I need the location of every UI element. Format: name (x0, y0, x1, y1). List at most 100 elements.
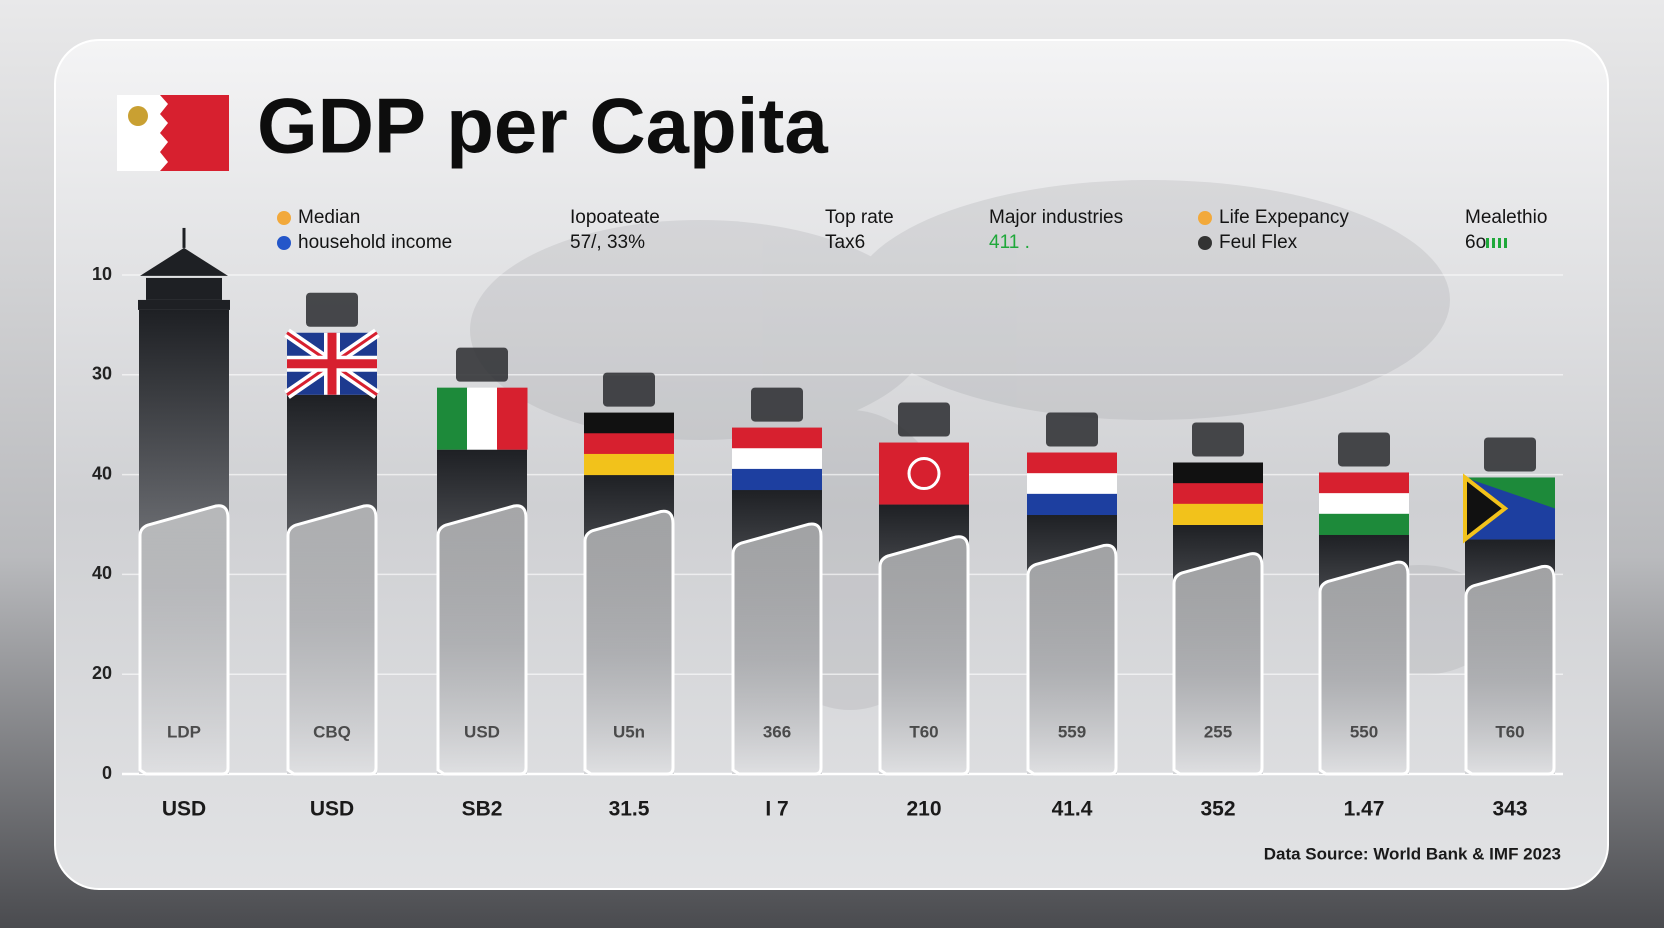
bar-glass (138, 504, 230, 776)
flag (1319, 513, 1409, 535)
bar-label: LDP (167, 722, 201, 741)
legend-text: Major industries (989, 207, 1123, 228)
bar-glass (878, 535, 970, 776)
landmark (140, 247, 228, 276)
legend-text: Tax6 (825, 232, 865, 253)
bar-label: 255 (1204, 722, 1232, 741)
x-tick-label: 352 (1200, 798, 1235, 821)
flag (1173, 462, 1263, 484)
flag (584, 453, 674, 476)
source-note: Data Source: World Bank & IMF 2023 (1264, 844, 1561, 863)
y-tick-label: 10 (92, 264, 112, 284)
flag (879, 442, 969, 505)
bar-glass (1464, 564, 1556, 776)
bar-glass (286, 504, 378, 776)
landmark (1338, 432, 1390, 467)
landmark (138, 299, 230, 310)
flag (584, 412, 674, 434)
legend-text: Life Expepancy (1219, 207, 1349, 228)
bar-glass (731, 522, 823, 776)
flag (437, 387, 468, 450)
landmark (898, 402, 950, 437)
legend-accent (1486, 238, 1489, 248)
bar-label: USD (464, 722, 500, 741)
flag (732, 448, 822, 470)
landmark (751, 387, 803, 422)
legend-dot (1198, 211, 1212, 225)
x-tick-label: 210 (906, 798, 941, 821)
bar-label: 366 (763, 722, 791, 741)
x-tick-label: USD (310, 798, 354, 821)
bar-glass (436, 504, 528, 776)
legend-text: Median (298, 207, 360, 228)
landmark (603, 372, 655, 407)
flag (732, 468, 822, 491)
x-tick-label: 31.5 (609, 798, 650, 821)
landmark (1484, 437, 1536, 472)
flag (1027, 473, 1117, 495)
bar-group: T60 343 (1463, 437, 1556, 821)
x-tick-label: SB2 (462, 798, 503, 821)
bar-group: 255 352 (1172, 422, 1264, 821)
landmark (1046, 412, 1098, 447)
legend-text: Iopoateate (570, 207, 660, 228)
x-tick-label: USD (162, 798, 206, 821)
legend-text: 6o (1465, 232, 1486, 253)
legend-text: household income (298, 232, 452, 253)
y-tick-label: 20 (92, 663, 112, 683)
legend-accent (1504, 238, 1507, 248)
bar-glass (1172, 552, 1264, 776)
flag (467, 387, 498, 450)
bar-label: T60 (909, 722, 938, 741)
bar-label: 550 (1350, 722, 1378, 741)
legend-text: 57/, 33% (570, 232, 645, 253)
y-tick-label: 40 (92, 463, 112, 483)
title-flag (117, 95, 229, 171)
legend-text: Mealethio (1465, 207, 1547, 228)
flag (584, 433, 674, 455)
bar-glass (1318, 560, 1410, 776)
flag (1027, 493, 1117, 516)
bar-glass (1026, 543, 1118, 776)
bar-group: CBQ USD (284, 292, 380, 821)
x-tick-label: 1.47 (1344, 798, 1385, 821)
legend-text: 411 . (989, 232, 1030, 253)
y-tick-label: 30 (92, 364, 112, 384)
flag (1465, 477, 1555, 509)
flag (287, 332, 377, 395)
flag (1463, 473, 1509, 544)
y-tick-label: 40 (92, 563, 112, 583)
legend-dot (277, 236, 291, 250)
flag (732, 427, 822, 449)
legend-text: Top rate (825, 207, 894, 228)
bar-group: 559 41.4 (1026, 412, 1118, 821)
chart-title: GDP per Capita (257, 82, 828, 170)
legend-accent (1498, 238, 1501, 248)
x-tick-label: 41.4 (1052, 798, 1093, 821)
bar-group: U5n 31.5 (583, 372, 675, 821)
flag (1027, 452, 1117, 474)
bar-label: T60 (1495, 722, 1524, 741)
bar-group: USD SB2 (436, 347, 528, 821)
bar-group: 550 1.47 (1318, 432, 1410, 821)
flag (1319, 472, 1409, 494)
flag (497, 387, 528, 450)
bar-label: U5n (613, 722, 645, 741)
legend-dot (1198, 236, 1212, 250)
landmark (146, 277, 222, 300)
flag (1173, 483, 1263, 505)
bar-label: CBQ (313, 722, 351, 741)
y-tick-label: 0 (102, 763, 112, 783)
flag (1319, 493, 1409, 515)
landmark (1192, 422, 1244, 457)
landmark (306, 292, 358, 327)
flag (1173, 503, 1263, 525)
bar-label: 559 (1058, 722, 1086, 741)
legend-accent (1492, 238, 1495, 248)
legend-text: Feul Flex (1219, 232, 1298, 253)
bar-glass (583, 509, 675, 776)
flag (907, 457, 941, 491)
landmark (456, 347, 508, 382)
bar-group: 366 I 7 (731, 387, 823, 821)
